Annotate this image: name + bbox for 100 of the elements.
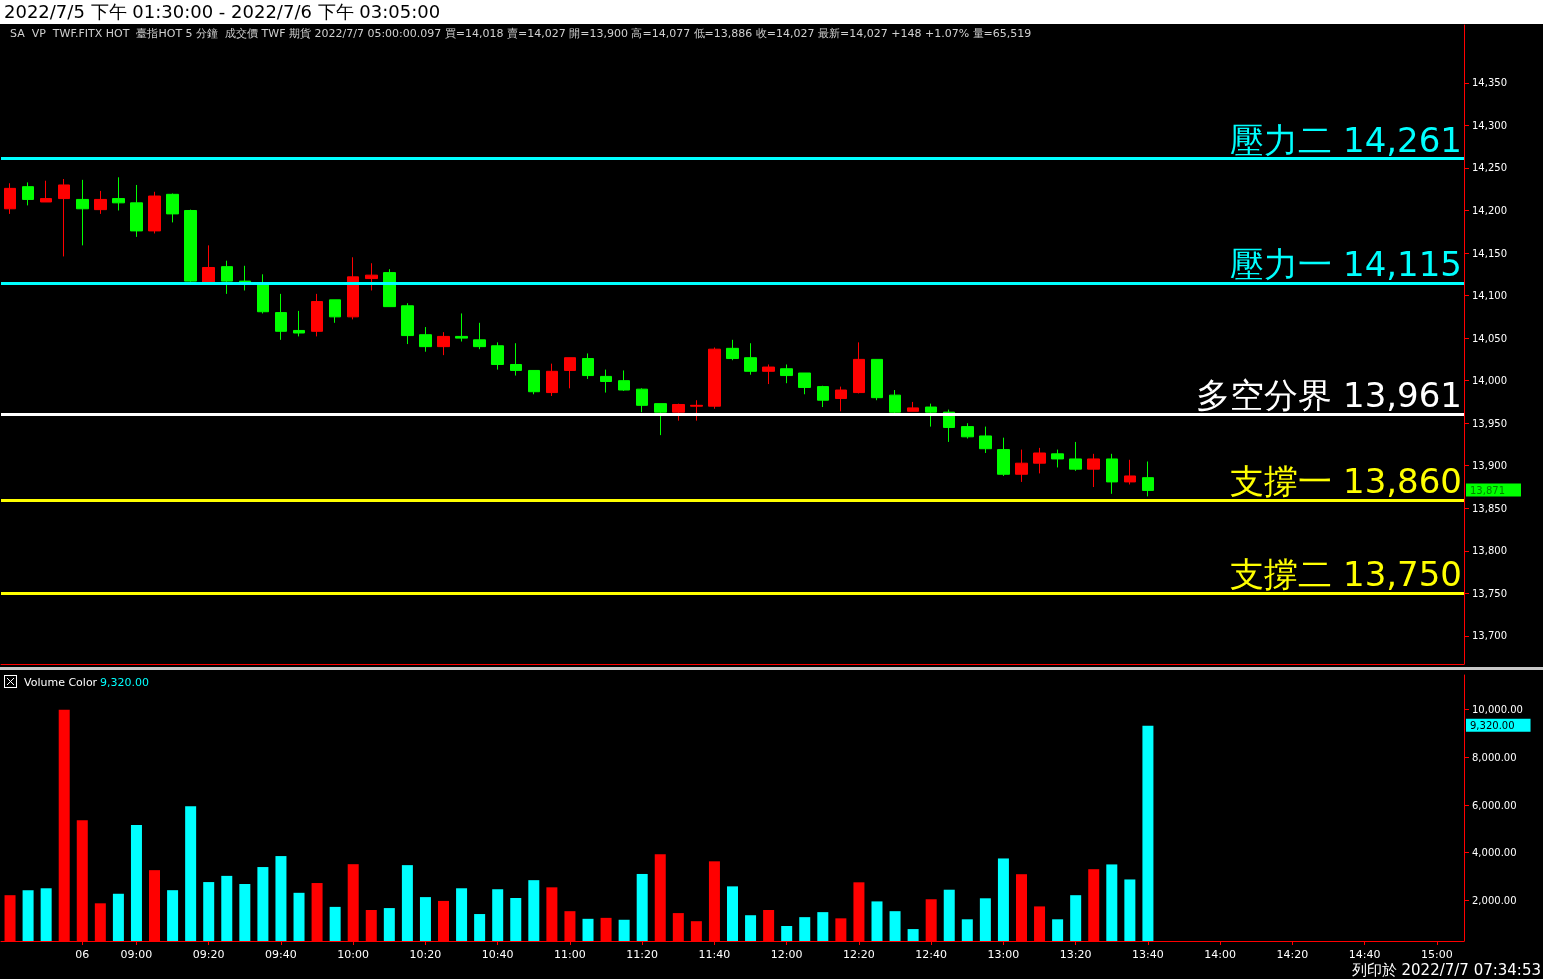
chart-title: 2022/7/5 下午 01:30:00 - 2022/7/6 下午 03:05:00 xyxy=(0,0,1543,24)
y-tick-label: 14,050 xyxy=(1472,332,1507,344)
y-tick-label: 13,900 xyxy=(1472,460,1507,472)
candlestick xyxy=(221,260,233,295)
x-tick-label: 14:40 xyxy=(1348,948,1381,961)
candlestick xyxy=(835,386,847,412)
text: 9,320.00 xyxy=(1470,720,1515,732)
ref-line-label: 多空分界 13,961 xyxy=(1196,374,1462,415)
annotation: 9,320.00 xyxy=(100,676,149,689)
candlestick xyxy=(112,176,125,211)
x-tick-label: 10:40 xyxy=(481,948,514,961)
candlestick xyxy=(817,385,829,408)
candlestick xyxy=(166,192,179,223)
y-tick-label: 14,150 xyxy=(1472,247,1507,259)
y-tick-label: 4,000.00 xyxy=(1472,847,1517,859)
x-tick-label: 12:00 xyxy=(770,948,803,961)
candlestick xyxy=(4,182,16,215)
candlestick xyxy=(726,339,739,361)
candlestick xyxy=(40,180,52,203)
text: 13,871 xyxy=(1470,484,1505,496)
candlestick xyxy=(347,256,359,320)
x-tick-label: 10:20 xyxy=(409,948,442,961)
candlestick xyxy=(925,403,937,428)
candlestick xyxy=(780,364,793,384)
candlestick xyxy=(1015,449,1028,483)
x-tick-label: 09:40 xyxy=(265,948,297,961)
x-tick-label: 15:00 xyxy=(1421,948,1453,961)
y-tick-label: 10,000.00 xyxy=(1472,704,1523,716)
candlestick xyxy=(491,341,504,371)
candlestick xyxy=(744,342,757,376)
candlestick xyxy=(257,273,269,314)
candlestick xyxy=(202,244,215,284)
x-tick-label: 13:20 xyxy=(1059,948,1092,961)
y-tick-label: 14,000 xyxy=(1472,375,1507,387)
candlestick xyxy=(762,364,775,385)
candlestick xyxy=(798,372,811,395)
x-tick-label: 14:20 xyxy=(1276,948,1309,961)
candlestick xyxy=(76,179,89,246)
y-tick-label: 14,300 xyxy=(1472,119,1507,131)
candlestick xyxy=(365,262,378,291)
ref-line-label: 支撐二 13,750 xyxy=(1230,554,1462,595)
candlestick xyxy=(600,369,612,394)
y-tick-label: 13,850 xyxy=(1472,502,1507,514)
y-tick-label: 8,000.00 xyxy=(1472,751,1517,763)
x-tick-label: 14:00 xyxy=(1204,948,1237,961)
candlestick xyxy=(708,346,721,410)
candlestick xyxy=(853,341,865,394)
y-tick-label: 14,350 xyxy=(1472,77,1507,89)
candlestick xyxy=(1087,453,1100,488)
y-tick-label: 13,700 xyxy=(1472,630,1507,642)
y-tick-label: 14,100 xyxy=(1472,290,1507,302)
candlestick xyxy=(22,181,34,206)
candlestick xyxy=(1106,453,1118,495)
y-tick-label: 2,000.00 xyxy=(1472,894,1517,906)
candlestick xyxy=(690,399,703,422)
candlestick xyxy=(148,191,161,234)
ref-line-label: 壓力一 14,115 xyxy=(1230,243,1462,284)
chart-subtitle: SA VP TWF.FITX HOT 臺指HOT 5 分鐘 成交價 TWF 期貨 2022/7/7 05:00:00.097 買=14,018 賣=14,027 開=13,900 高=14,077 低=13,886 收=14,027 最新=14,027 +148 +1.07% 量=65,519 xyxy=(10,27,1032,40)
x-tick-label: 12:40 xyxy=(915,948,948,961)
x-tick-label: 12:20 xyxy=(843,948,875,961)
candlestick xyxy=(1069,441,1082,472)
x-tick-label: 13:00 xyxy=(987,948,1020,961)
x-tick-label: 10:00 xyxy=(337,948,370,961)
candlestick xyxy=(546,363,558,397)
x-tick-label: 11:20 xyxy=(626,948,659,961)
ref-line-label: 支撐一 13,860 xyxy=(1230,460,1462,501)
candlestick xyxy=(383,268,396,308)
candlestick xyxy=(510,342,522,377)
x-tick-label: 06 xyxy=(75,948,90,961)
ref-line-label: 壓力二 14,261 xyxy=(1230,119,1462,160)
candlestick xyxy=(275,293,287,341)
candlestick xyxy=(94,190,107,215)
annotation: Volume Color xyxy=(24,676,98,689)
y-tick-label: 13,800 xyxy=(1472,545,1507,557)
y-tick-label: 6,000.00 xyxy=(1472,799,1517,811)
candlestick xyxy=(618,369,630,392)
candlestick xyxy=(1051,449,1064,468)
candlestick xyxy=(184,209,197,283)
y-tick-label: 13,750 xyxy=(1472,587,1507,599)
candlestick xyxy=(419,326,432,353)
candlestick xyxy=(654,403,667,436)
x-tick-label: 09:20 xyxy=(192,948,225,961)
candlestick xyxy=(871,358,883,401)
candlestick xyxy=(1033,447,1046,474)
candlestick xyxy=(961,422,974,440)
candlestick xyxy=(329,299,341,324)
y-tick-label: 14,250 xyxy=(1472,162,1507,174)
candlestick xyxy=(889,389,901,414)
y-tick-label: 13,950 xyxy=(1472,417,1507,429)
candlestick xyxy=(636,387,648,413)
x-tick-label: 11:00 xyxy=(554,948,586,961)
candlestick xyxy=(455,312,468,343)
x-tick-label: 09:00 xyxy=(120,948,153,961)
candlestick xyxy=(979,426,992,454)
candlestick xyxy=(311,293,323,337)
candlestick xyxy=(997,437,1010,477)
candlestick xyxy=(401,302,414,345)
candlestick xyxy=(528,369,540,395)
y-tick-label: 14,200 xyxy=(1472,204,1507,216)
candlestick xyxy=(58,178,70,257)
